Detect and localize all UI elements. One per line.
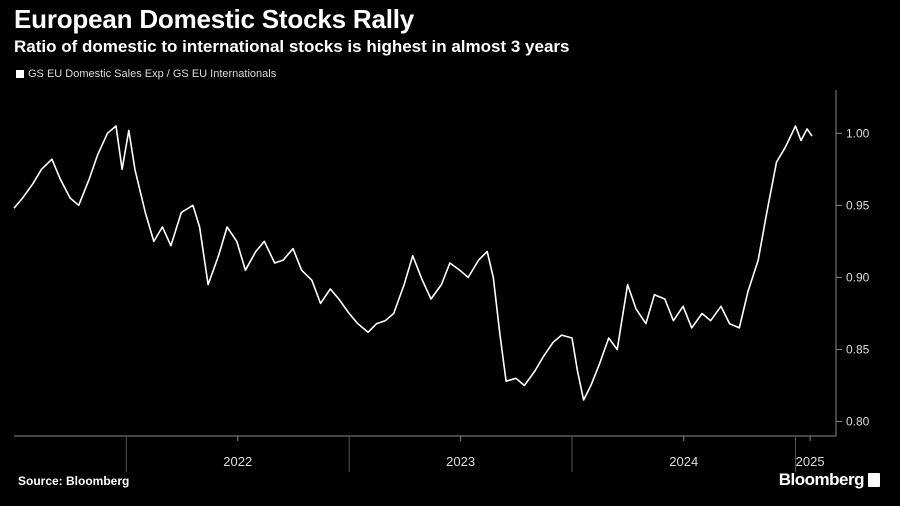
x-tick-label: 2023 [446,454,475,469]
legend-swatch [16,70,24,78]
source-note: Source: Bloomberg [18,474,130,488]
brand-label: Bloomberg [778,470,865,489]
chart-subtitle: Ratio of domestic to international stock… [14,37,570,56]
bloomberg-logo: Bloomberg [779,470,880,490]
y-tick-label: 0.85 [846,343,870,357]
x-tick-label: 2025 [796,454,825,469]
legend-label: GS EU Domestic Sales Exp / GS EU Interna… [28,68,277,80]
y-tick-label: 0.95 [846,198,870,212]
y-tick-label: 1.00 [846,126,870,140]
x-tick-label: 2022 [223,454,252,469]
x-tick-label: 2024 [669,454,698,469]
chart-title: European Domestic Stocks Rally [14,4,415,34]
y-tick-label: 0.80 [846,415,870,429]
y-tick-label: 0.90 [846,270,870,284]
legend: GS EU Domestic Sales Exp / GS EU Interna… [16,68,276,80]
brand-badge-icon [868,473,880,487]
series-line [13,125,813,401]
